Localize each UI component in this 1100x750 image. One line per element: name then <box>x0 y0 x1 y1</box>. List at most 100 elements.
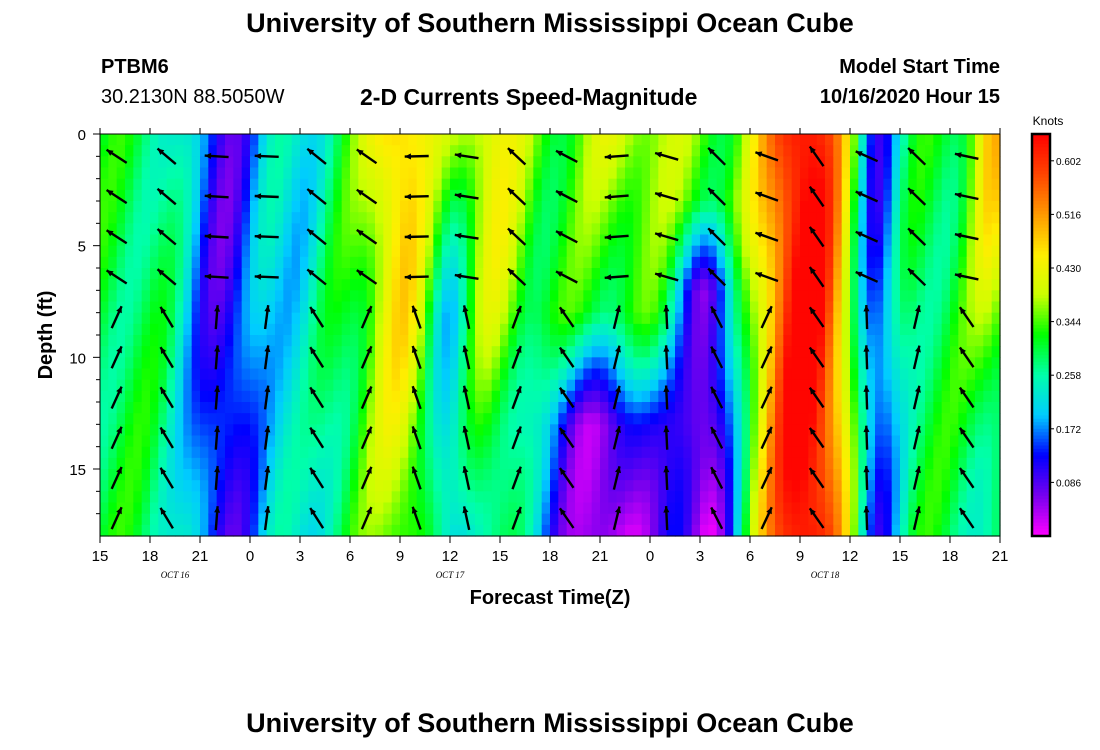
heatmap-cell <box>991 335 1001 347</box>
heatmap-cell <box>566 290 576 303</box>
heatmap-cell <box>275 457 284 470</box>
heatmap-cell <box>375 502 384 515</box>
heatmap-cell <box>833 457 843 470</box>
heatmap-cell <box>816 368 826 381</box>
heatmap-cell <box>666 435 676 448</box>
heatmap-cell <box>808 513 818 526</box>
heatmap-cell <box>725 413 734 425</box>
heatmap-cell <box>941 346 951 358</box>
heatmap-cell <box>825 357 834 370</box>
heatmap-cell <box>541 245 551 258</box>
heatmap-cell <box>333 290 343 303</box>
heatmap-cell <box>141 145 151 157</box>
heatmap-cell <box>783 279 793 291</box>
heatmap-cell <box>391 234 401 247</box>
heatmap-cell <box>708 223 718 236</box>
heatmap-cell <box>175 402 184 414</box>
current-arrow <box>214 425 221 450</box>
heatmap-cell <box>983 178 993 191</box>
heatmap-cell <box>766 189 776 202</box>
heatmap-cell <box>816 335 826 347</box>
heatmap-cell <box>600 256 609 269</box>
heatmap-cell <box>616 379 626 392</box>
heatmap-cell <box>175 413 184 425</box>
heatmap-cell <box>183 245 193 258</box>
heatmap-cell <box>850 413 859 425</box>
heatmap-cell <box>550 346 559 358</box>
heatmap-cell <box>550 335 559 347</box>
heatmap-cell <box>266 357 276 370</box>
colorbar-segment <box>1032 271 1050 276</box>
heatmap-cell <box>708 178 718 191</box>
heatmap-cell <box>975 268 984 280</box>
heatmap-cell <box>233 502 243 515</box>
heatmap-cell <box>208 178 218 191</box>
heatmap-cell <box>450 335 459 347</box>
current-arrow <box>760 345 773 369</box>
heatmap-cell <box>958 279 968 291</box>
heatmap-cell <box>225 145 234 157</box>
heatmap-cell <box>600 212 609 224</box>
heatmap-cell <box>900 201 909 213</box>
heatmap-cell <box>425 178 434 191</box>
heatmap-cell <box>425 145 434 157</box>
heatmap-cell <box>458 134 468 146</box>
heatmap-cell <box>541 402 551 414</box>
heatmap-cell <box>491 268 501 280</box>
heatmap-cell <box>666 357 676 370</box>
heatmap-cell <box>200 491 209 504</box>
heatmap-cell <box>416 346 426 358</box>
heatmap-cell <box>350 402 359 414</box>
heatmap-cell <box>950 491 959 504</box>
heatmap-cell <box>208 424 218 437</box>
heatmap-cell <box>783 469 793 481</box>
heatmap-cell <box>275 402 284 414</box>
heatmap-cell <box>300 178 309 191</box>
heatmap-cell <box>408 156 418 169</box>
heatmap-cell <box>441 156 451 169</box>
heatmap-cell <box>391 480 401 492</box>
heatmap-cell <box>633 212 643 224</box>
heatmap-cell <box>275 312 284 325</box>
heatmap-cell <box>833 357 843 370</box>
heatmap-cell <box>750 301 759 314</box>
heatmap-cell <box>125 457 134 470</box>
heatmap-cell <box>525 145 534 157</box>
colorbar-segment <box>1032 214 1050 219</box>
heatmap-cell <box>791 178 801 191</box>
heatmap-cell <box>891 524 901 537</box>
heatmap-cell <box>950 290 959 303</box>
heatmap-cell <box>283 357 293 370</box>
y-axis-label: Depth (ft) <box>35 291 57 380</box>
heatmap-cell <box>966 189 976 202</box>
heatmap-cell <box>841 469 851 481</box>
heatmap-cell <box>650 424 659 437</box>
heatmap-cell <box>316 134 326 146</box>
heatmap-cell <box>733 413 743 425</box>
colorbar-segment <box>1032 170 1050 175</box>
heatmap-cell <box>625 268 634 280</box>
heatmap-cell <box>708 390 718 403</box>
heatmap-cell <box>175 469 184 481</box>
heatmap-cell <box>225 357 234 370</box>
heatmap-cell <box>583 134 593 146</box>
heatmap-cell <box>725 335 734 347</box>
heatmap-cell <box>450 268 459 280</box>
heatmap-cell <box>266 156 276 169</box>
heatmap-cell <box>575 524 584 537</box>
heatmap-cell <box>266 201 276 213</box>
heatmap-cell <box>916 223 926 236</box>
current-arrow <box>612 305 621 330</box>
heatmap-cell <box>941 245 951 258</box>
heatmap-cell <box>133 413 143 425</box>
heatmap-cell <box>250 312 259 325</box>
current-arrow <box>356 188 378 205</box>
heatmap-cell <box>450 368 459 381</box>
heatmap-cell <box>558 167 568 180</box>
heatmap-cell <box>941 201 951 213</box>
current-arrow <box>754 191 779 202</box>
heatmap-cell <box>483 491 493 504</box>
heatmap-cell <box>400 234 409 247</box>
heatmap-cell <box>658 256 668 269</box>
heatmap-cell <box>633 279 643 291</box>
